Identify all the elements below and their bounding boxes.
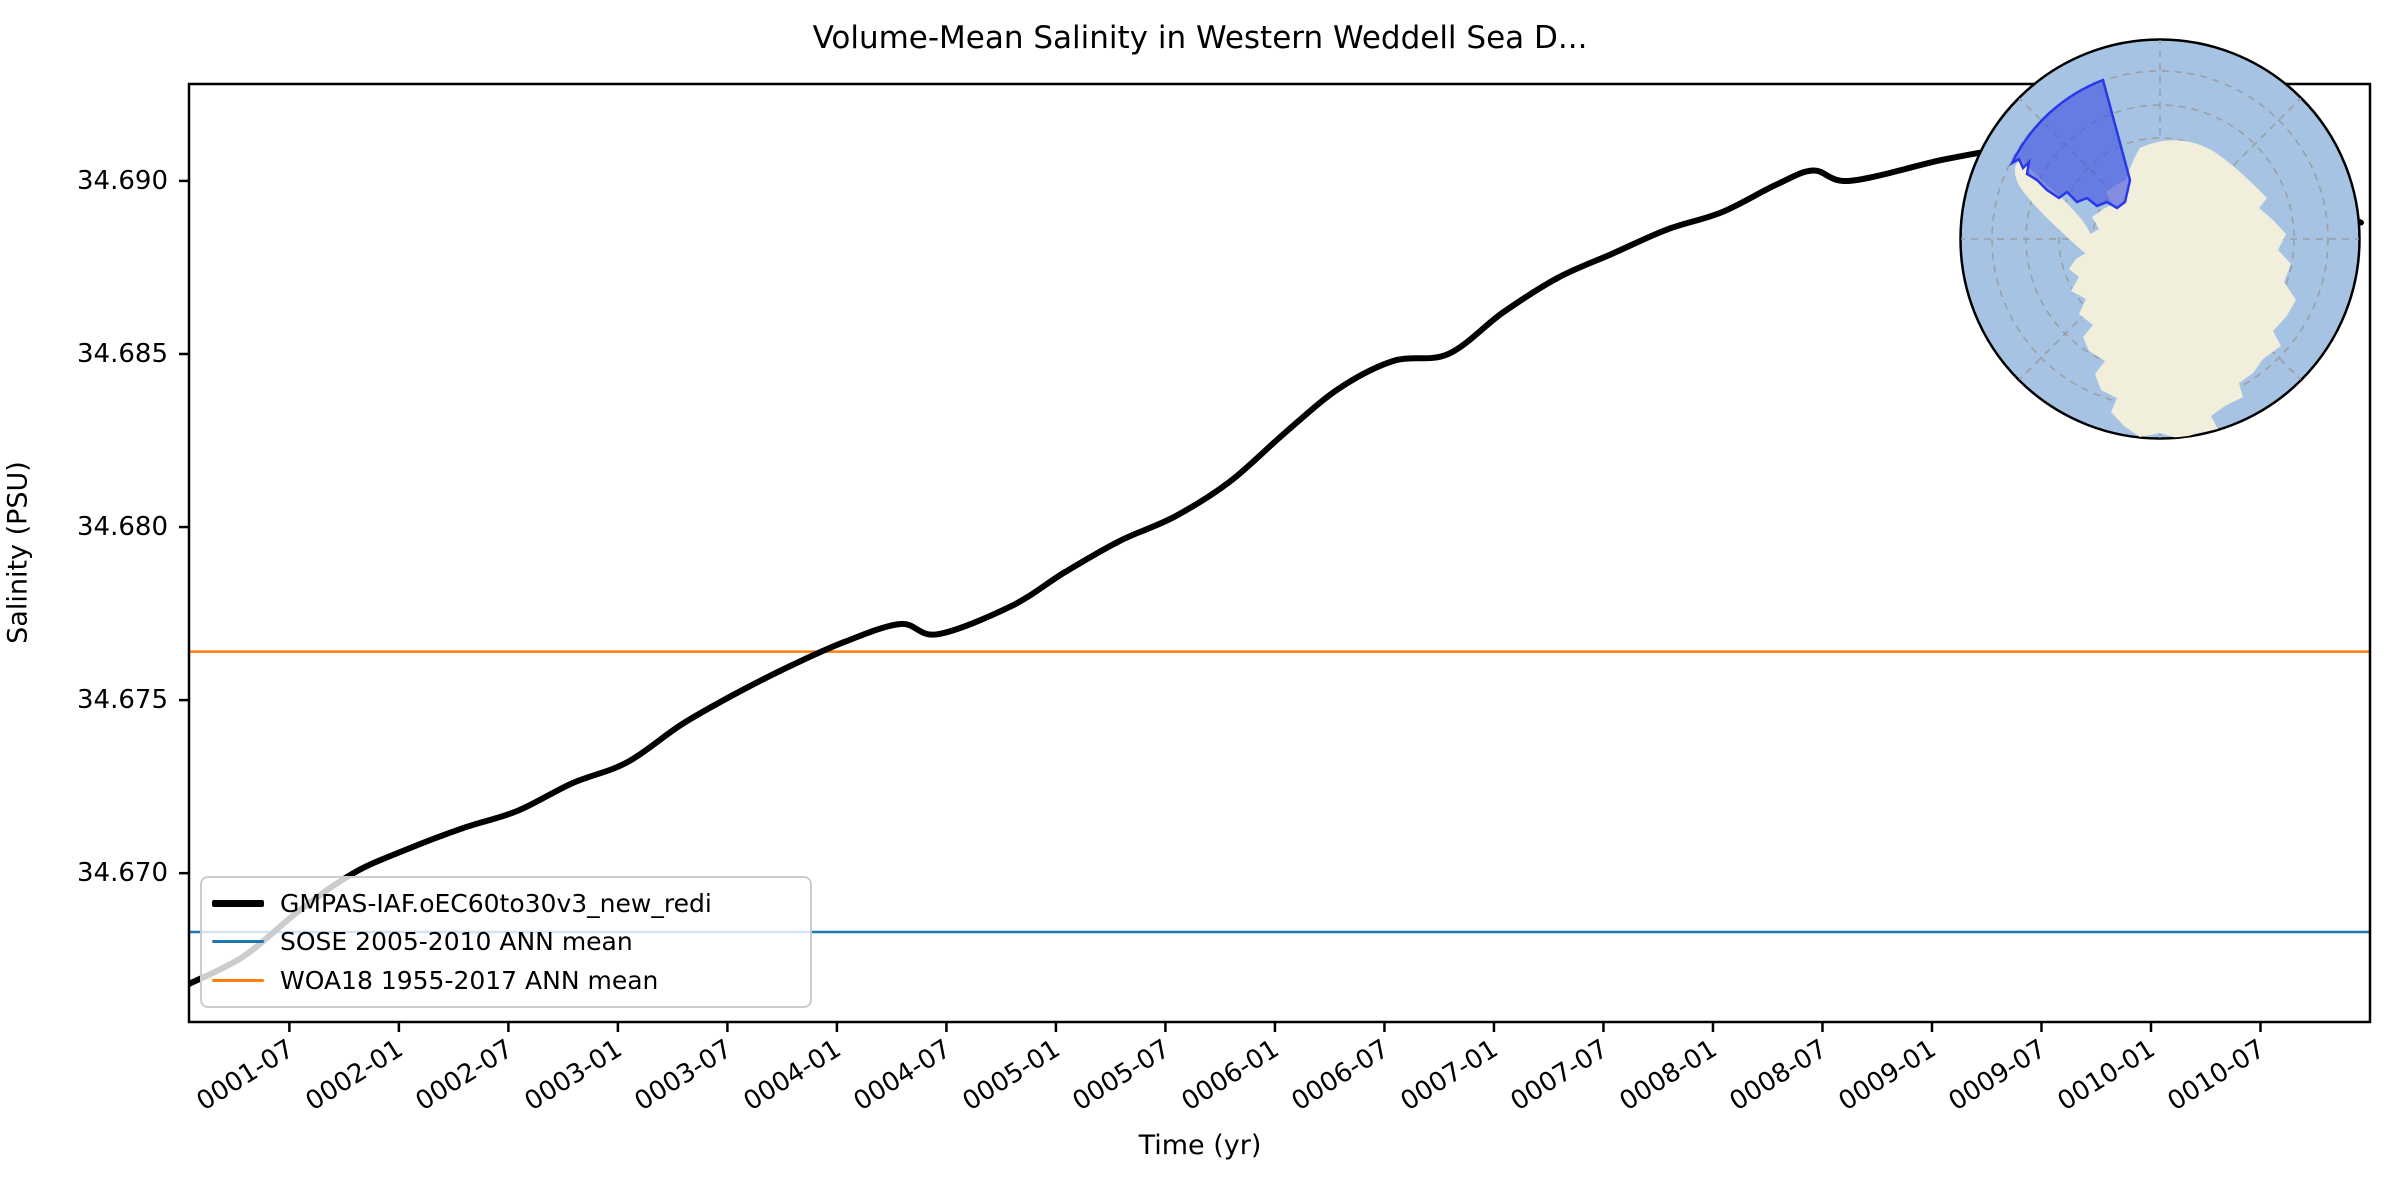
y-tick-label: 34.685: [77, 338, 168, 369]
y-tick-label: 34.690: [77, 165, 168, 196]
axes-frame: [187, 82, 2372, 1024]
antarctica-inset-map: [1959, 38, 2361, 440]
antarctica-landmass: [2014, 140, 2296, 438]
axis-tick-marks: [179, 179, 2262, 1032]
legend-entry: WOA18 1955-2017 ANN mean: [212, 962, 800, 1000]
x-axis-label: Time (yr): [1138, 1130, 1262, 1161]
legend-entry-label: WOA18 1955-2017 ANN mean: [280, 966, 659, 996]
y-axis-label: Salinity (PSU): [2, 461, 34, 644]
legend-entry: GMPAS-IAF.oEC60to30v3_new_redi: [212, 884, 800, 922]
weddell-region-highlight: [2009, 78, 2132, 210]
legend-entry: SOSE 2005-2010 ANN mean: [212, 923, 800, 961]
legend-line-sample: [212, 940, 264, 944]
legend-line-sample: [212, 979, 264, 983]
y-tick-label: 34.680: [77, 512, 168, 543]
legend: GMPAS-IAF.oEC60to30v3_new_redi SOSE 2005-…: [200, 876, 812, 1008]
chart-title: Volume-Mean Salinity in Western Weddell …: [812, 20, 1588, 56]
legend-line-sample: [212, 899, 264, 907]
y-tick-label: 34.670: [77, 858, 168, 889]
legend-entry-label: SOSE 2005-2010 ANN mean: [280, 927, 633, 957]
y-tick-label: 34.675: [77, 685, 168, 716]
legend-entry-label: GMPAS-IAF.oEC60to30v3_new_redi: [280, 888, 712, 918]
